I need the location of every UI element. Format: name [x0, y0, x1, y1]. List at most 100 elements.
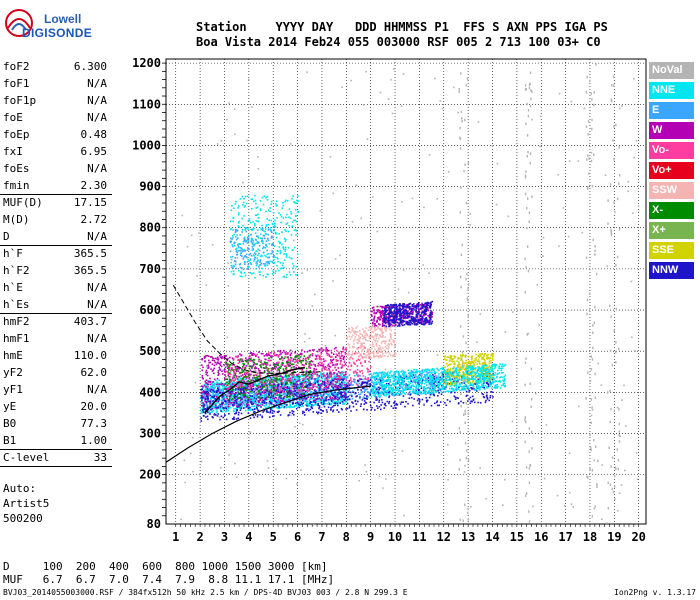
echo-point — [248, 398, 250, 401]
echo-point — [311, 401, 314, 404]
echo-point — [273, 366, 276, 368]
echo-point — [333, 398, 335, 400]
echo-point — [210, 368, 212, 370]
echo-point — [411, 371, 413, 373]
echo-point — [340, 407, 343, 410]
echo-point — [277, 350, 279, 352]
echo-point — [251, 389, 253, 392]
echo-point — [233, 399, 235, 401]
echo-point — [266, 394, 268, 397]
echo-point — [450, 390, 453, 393]
echo-point — [287, 352, 289, 354]
echo-point — [330, 409, 332, 411]
echo-point — [255, 393, 257, 395]
echo-point — [255, 406, 258, 409]
echo-point — [284, 386, 286, 389]
echo-point — [484, 401, 487, 404]
echo-point — [214, 394, 217, 396]
echo-point — [270, 356, 273, 359]
echo-point — [335, 380, 338, 383]
echo-point — [354, 374, 356, 377]
echo-point — [392, 407, 395, 409]
echo-point — [222, 390, 225, 393]
x-tick-label: 8 — [343, 530, 350, 544]
echo-point — [222, 387, 224, 390]
echo-point — [245, 376, 248, 379]
echo-point — [284, 384, 286, 387]
param-row: MUF(D) 17.15 — [0, 194, 112, 211]
echo-point — [356, 384, 359, 386]
echo-point — [301, 398, 304, 401]
echo-point — [345, 378, 348, 381]
echo-point — [289, 393, 291, 396]
echo-point — [413, 392, 415, 394]
echo-point — [227, 386, 230, 388]
echo-point — [463, 382, 466, 384]
param-name: B0 — [3, 417, 17, 430]
echo-point — [219, 406, 222, 408]
echo-point — [225, 375, 227, 378]
echo-point — [245, 365, 247, 367]
echo-point — [233, 396, 236, 399]
echo-point — [281, 363, 284, 365]
echo-point — [239, 409, 242, 411]
echo-point — [431, 372, 433, 374]
echo-point — [241, 383, 243, 386]
echo-point — [288, 398, 290, 401]
echo-point — [346, 407, 349, 410]
echo-point — [265, 362, 267, 364]
echo-point — [215, 402, 218, 405]
param-value: 6.300 — [73, 60, 107, 73]
echo-point — [254, 377, 256, 379]
echo-point — [241, 398, 243, 401]
echo-point — [221, 400, 223, 403]
echo-point — [331, 383, 333, 386]
echo-point — [341, 357, 343, 360]
echo-point — [317, 362, 320, 365]
x-tick-label: 1 — [172, 530, 179, 544]
echo-point — [302, 385, 304, 387]
echo-point — [324, 391, 327, 394]
echo-point — [280, 387, 282, 389]
echo-point — [205, 402, 208, 404]
echo-point — [259, 385, 262, 388]
echo-point — [423, 404, 425, 406]
echo-point — [301, 368, 304, 370]
echo-point — [332, 382, 334, 384]
echo-point — [355, 403, 358, 405]
echo-point — [237, 397, 240, 399]
echo-point — [383, 373, 385, 375]
echo-point — [456, 396, 458, 399]
echo-point — [299, 356, 302, 358]
echo-point — [300, 375, 302, 378]
echo-point — [396, 380, 399, 382]
echo-point — [273, 353, 275, 355]
echo-point — [281, 356, 283, 358]
echo-point — [303, 378, 305, 380]
echo-point — [265, 358, 267, 361]
echo-point — [233, 395, 235, 398]
echo-point — [207, 367, 209, 369]
echo-point — [250, 384, 252, 386]
echo-point — [345, 376, 347, 379]
echo-point — [348, 380, 351, 382]
echo-point — [309, 354, 312, 356]
echo-point — [292, 360, 294, 362]
echo-point — [252, 389, 255, 391]
echo-point — [312, 404, 314, 407]
echo-point — [286, 401, 289, 404]
echo-point — [213, 413, 216, 415]
echo-point — [394, 375, 397, 378]
echo-point — [306, 402, 308, 405]
echo-point — [263, 407, 265, 410]
echo-point — [228, 365, 230, 368]
echo-point — [242, 402, 244, 405]
echo-point — [236, 406, 238, 409]
echo-point — [296, 392, 298, 394]
echo-point — [482, 393, 485, 396]
x-tick-label: 11 — [412, 530, 426, 544]
echo-point — [278, 405, 280, 408]
echo-point — [320, 399, 322, 401]
echo-point — [242, 376, 245, 379]
echo-point — [260, 352, 263, 355]
